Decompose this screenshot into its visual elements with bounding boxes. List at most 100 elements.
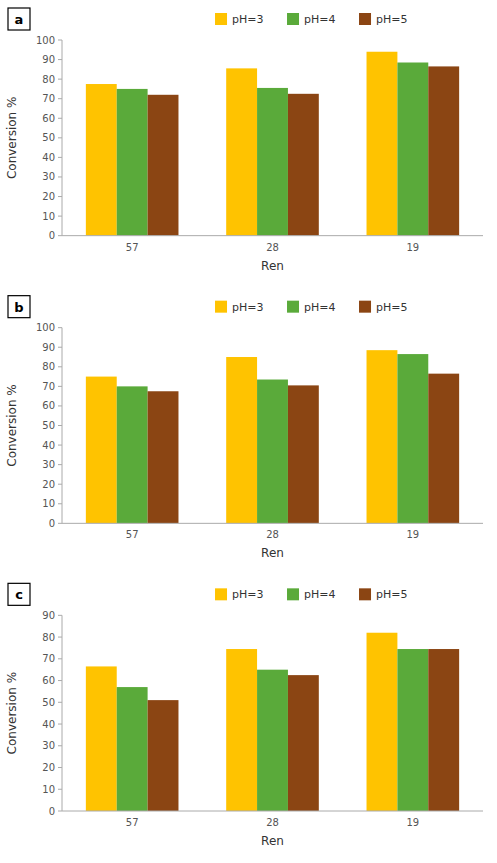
x-axis-label: Ren bbox=[261, 834, 284, 848]
y-tick bbox=[58, 680, 62, 681]
y-tick bbox=[58, 615, 62, 616]
y-tick-label: 90 bbox=[42, 610, 55, 621]
legend-label: pH=4 bbox=[304, 13, 335, 26]
bar bbox=[226, 649, 257, 811]
y-tick bbox=[58, 767, 62, 768]
y-tick-label: 0 bbox=[49, 230, 55, 241]
y-tick-label: 20 bbox=[42, 191, 55, 202]
y-axis-label: Conversion % bbox=[5, 384, 19, 467]
bar bbox=[148, 391, 179, 523]
y-tick bbox=[58, 98, 62, 99]
panel-label-box bbox=[8, 296, 30, 318]
legend-swatch bbox=[287, 301, 299, 313]
bar bbox=[117, 89, 148, 236]
y-tick-label: 30 bbox=[42, 459, 55, 470]
y-tick-label: 10 bbox=[42, 498, 55, 509]
y-tick bbox=[58, 176, 62, 177]
y-tick-label: 100 bbox=[36, 322, 55, 333]
legend: pH=3pH=4pH=5 bbox=[215, 301, 407, 314]
x-tick-label: 28 bbox=[266, 529, 279, 540]
bars bbox=[86, 350, 459, 523]
y-tick bbox=[58, 637, 62, 638]
legend-swatch bbox=[359, 588, 371, 600]
y-axis-label: Conversion % bbox=[5, 97, 19, 180]
legend-label: pH=4 bbox=[304, 588, 335, 601]
legend-label: pH=3 bbox=[232, 13, 263, 26]
y-tick bbox=[58, 745, 62, 746]
y-tick bbox=[58, 137, 62, 138]
legend: pH=3pH=4pH=5 bbox=[215, 588, 407, 601]
y-tick-label: 70 bbox=[42, 653, 55, 664]
panel-label-box bbox=[8, 583, 30, 605]
legend-label: pH=4 bbox=[304, 301, 335, 314]
legend: pH=3 pH=4 pH=5 bbox=[215, 13, 407, 26]
y-tick-label: 0 bbox=[49, 806, 55, 817]
x-tick-label: 28 bbox=[266, 242, 279, 253]
y-tick bbox=[58, 196, 62, 197]
bar bbox=[397, 63, 428, 236]
bar bbox=[428, 374, 459, 524]
y-tick-label: 70 bbox=[42, 381, 55, 392]
y-tick-label: 80 bbox=[42, 74, 55, 85]
bar bbox=[86, 84, 117, 236]
legend-swatch bbox=[215, 13, 227, 25]
y-tick-label: 50 bbox=[42, 697, 55, 708]
bar bbox=[288, 94, 319, 236]
panel-label: b bbox=[14, 300, 23, 315]
y-tick bbox=[58, 464, 62, 465]
y-tick bbox=[58, 235, 62, 236]
y-axis-label: Conversion % bbox=[5, 672, 19, 755]
y-tick-label: 80 bbox=[42, 632, 55, 643]
bar bbox=[226, 357, 257, 523]
figure: 0102030405060708090100572819RenConversio… bbox=[0, 0, 497, 863]
y-tick bbox=[58, 216, 62, 217]
y-tick bbox=[58, 79, 62, 80]
y-tick-label: 20 bbox=[42, 762, 55, 773]
legend-label: pH=5 bbox=[376, 13, 407, 26]
y-tick-label: 40 bbox=[42, 719, 55, 730]
legend-swatch bbox=[215, 588, 227, 600]
y-tick bbox=[58, 405, 62, 406]
y-tick bbox=[58, 59, 62, 60]
y-tick-label: 70 bbox=[42, 93, 55, 104]
y-tick bbox=[58, 702, 62, 703]
y-tick bbox=[58, 40, 62, 41]
y-tick bbox=[58, 327, 62, 328]
x-tick-label: 19 bbox=[406, 817, 419, 828]
y-tick-label: 60 bbox=[42, 113, 55, 124]
x-tick-label: 57 bbox=[126, 242, 139, 253]
y-axis-line bbox=[62, 615, 63, 811]
bar bbox=[397, 649, 428, 811]
bars bbox=[86, 633, 459, 811]
y-tick-label: 30 bbox=[42, 740, 55, 751]
panel: 0102030405060708090100572819RenConversio… bbox=[5, 296, 483, 561]
y-tick bbox=[58, 386, 62, 387]
y-tick-label: 90 bbox=[42, 54, 55, 65]
y-tick-label: 90 bbox=[42, 342, 55, 353]
bar bbox=[148, 95, 179, 236]
y-tick-label: 10 bbox=[42, 784, 55, 795]
x-tick-label: 28 bbox=[266, 817, 279, 828]
legend-label: pH=3 bbox=[232, 301, 263, 314]
legend-swatch bbox=[359, 13, 371, 25]
y-tick bbox=[58, 503, 62, 504]
y-tick-label: 100 bbox=[36, 35, 55, 46]
bar bbox=[397, 354, 428, 523]
y-tick bbox=[58, 445, 62, 446]
y-tick bbox=[58, 523, 62, 524]
panel-label: a bbox=[15, 12, 24, 27]
bar bbox=[428, 66, 459, 235]
y-tick-label: 0 bbox=[49, 518, 55, 529]
x-tick-label: 57 bbox=[126, 529, 139, 540]
y-tick bbox=[58, 724, 62, 725]
legend-swatch bbox=[359, 301, 371, 313]
y-tick-label: 50 bbox=[42, 420, 55, 431]
bar bbox=[288, 675, 319, 811]
chart-container: 0102030405060708090100572819RenConversio… bbox=[0, 0, 497, 863]
bar bbox=[148, 700, 179, 811]
bar bbox=[367, 633, 398, 811]
y-tick bbox=[58, 658, 62, 659]
bar bbox=[367, 52, 398, 236]
y-tick-label: 80 bbox=[42, 361, 55, 372]
x-axis-label: Ren bbox=[261, 259, 284, 273]
